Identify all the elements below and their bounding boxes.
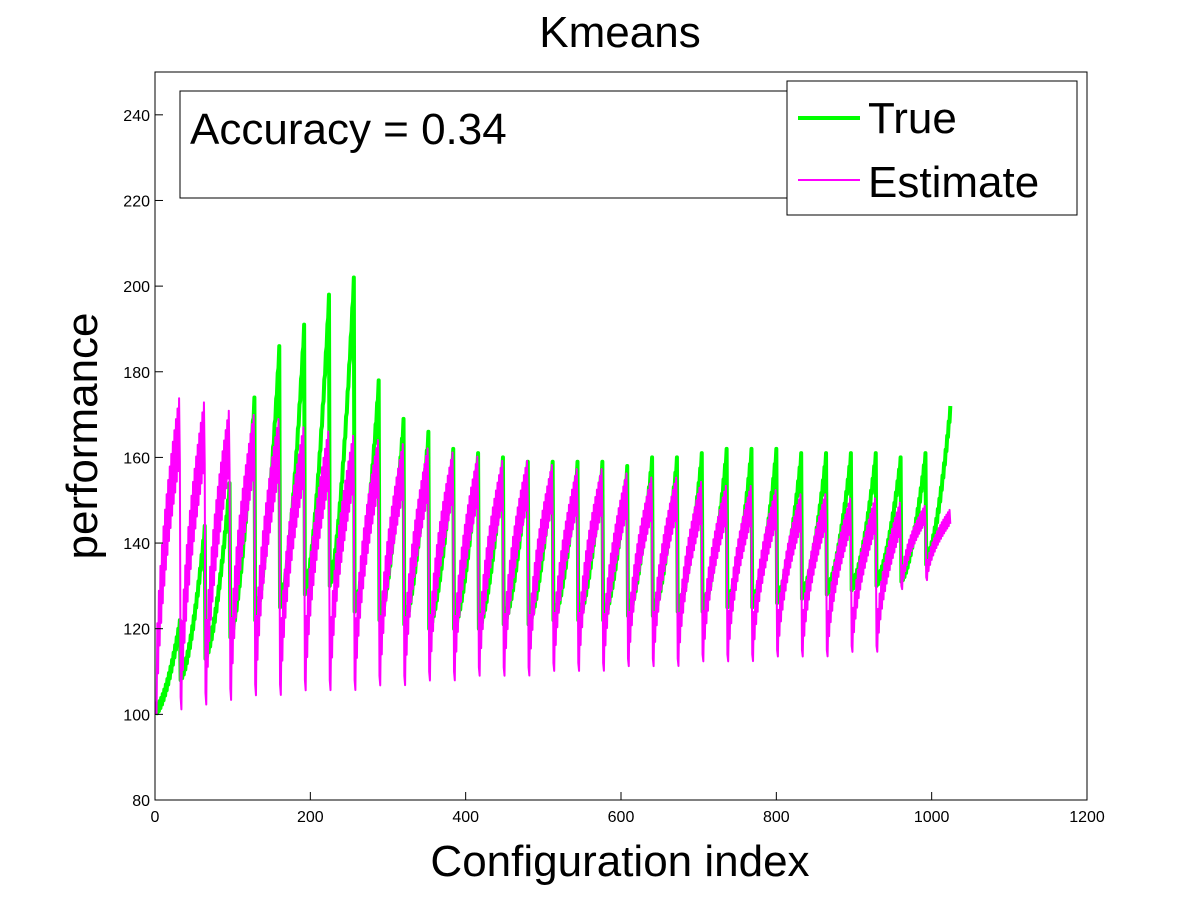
y-tick-label: 180 (123, 365, 150, 382)
x-tick-label: 400 (452, 809, 479, 826)
annotation-box: Accuracy = 0.34 (179, 90, 793, 199)
legend-label-true: True (868, 94, 957, 143)
x-axis-label: Configuration index (430, 837, 809, 886)
y-tick-label: 100 (123, 707, 150, 724)
plot-area: 0 200 400 600 800 1000 1200 80 100 120 140 160 180 2… (123, 71, 1105, 826)
accuracy-annotation: Accuracy = 0.34 (190, 105, 507, 154)
y-tick-label: 80 (132, 793, 150, 810)
x-tick-label: 0 (151, 809, 160, 826)
y-tick-label: 160 (123, 450, 150, 467)
series-line-estimate (155, 397, 952, 715)
y-tick-label: 140 (123, 536, 150, 553)
y-tick-label: 220 (123, 193, 150, 210)
x-tick-label: 1000 (914, 809, 950, 826)
series-layer (155, 275, 953, 716)
y-tick-label: 200 (123, 279, 150, 296)
x-tick-label: 1200 (1069, 809, 1105, 826)
y-tick-label: 240 (123, 108, 150, 125)
y-axis-label: performance (58, 312, 107, 559)
x-tick-label: 800 (763, 809, 790, 826)
legend-label-estimate: Estimate (868, 158, 1039, 207)
y-tick-label: 120 (123, 622, 150, 639)
y-axis: 80 100 120 140 160 180 200 220 240 (123, 108, 163, 810)
x-tick-label: 600 (608, 809, 635, 826)
x-axis: 0 200 400 600 800 1000 1200 (151, 792, 1105, 826)
x-tick-label: 200 (297, 809, 324, 826)
chart-title: Kmeans (539, 8, 700, 57)
legend: True Estimate (786, 80, 1078, 216)
